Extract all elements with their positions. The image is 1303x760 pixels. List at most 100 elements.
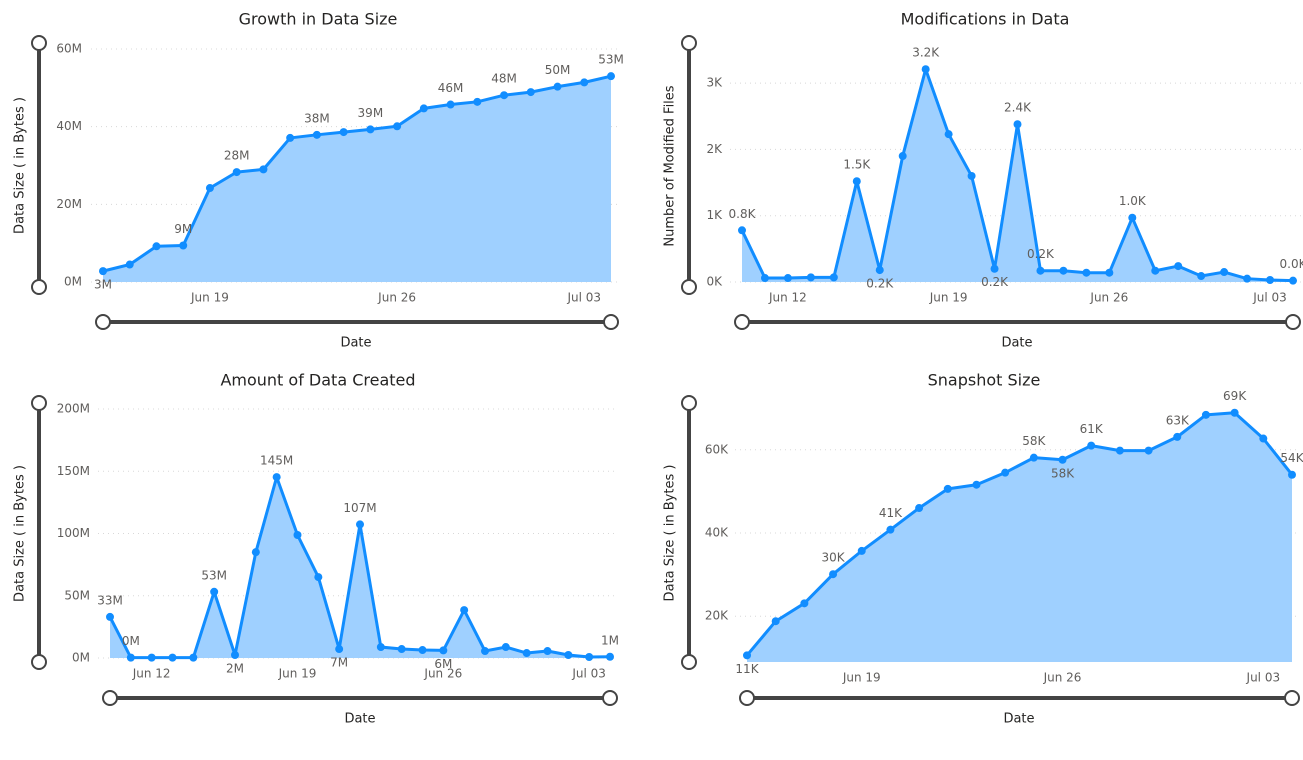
point xyxy=(829,570,838,579)
point xyxy=(312,130,321,139)
point xyxy=(806,273,815,282)
chart-title: Amount of Data Created xyxy=(220,371,415,390)
y-tick-label: 0K xyxy=(706,275,723,289)
slider-handle[interactable] xyxy=(31,654,47,670)
point xyxy=(1289,276,1297,285)
data-label: 0.0K xyxy=(1280,257,1303,271)
y-tick-label: 40M xyxy=(56,119,82,133)
y-tick-label: 60K xyxy=(705,442,729,456)
y-tick-label: 1K xyxy=(706,208,723,222)
x-tick-label: Jul 03 xyxy=(566,291,601,305)
data-label: 63K xyxy=(1166,413,1190,427)
slider-handle[interactable] xyxy=(95,314,111,330)
slider-handle[interactable] xyxy=(31,279,47,295)
point xyxy=(760,274,769,283)
point xyxy=(393,122,402,131)
point xyxy=(439,646,448,655)
x-tick-label: Jun 26 xyxy=(1089,291,1128,305)
point xyxy=(606,652,614,661)
slider-handle[interactable] xyxy=(1285,314,1301,330)
chart: Amount of Data Created Date Data Size ( in… xyxy=(13,371,620,727)
x-axis-title: Date xyxy=(1001,336,1032,351)
point xyxy=(314,573,323,582)
point xyxy=(397,645,406,654)
point xyxy=(1144,446,1153,455)
point xyxy=(376,643,385,652)
data-label: 39M xyxy=(358,106,384,120)
x-tick-label: Jun 26 xyxy=(423,667,462,681)
data-label: 61K xyxy=(1080,422,1104,436)
y-tick-label: 0M xyxy=(64,275,82,289)
slider-handle[interactable] xyxy=(1284,690,1300,706)
point xyxy=(553,82,562,91)
slider-handle[interactable] xyxy=(681,279,697,295)
point xyxy=(1230,408,1239,417)
data-label: 2.4K xyxy=(1004,101,1032,115)
line xyxy=(102,74,612,273)
chart-title: Growth in Data Size xyxy=(239,10,398,29)
slider-handle[interactable] xyxy=(681,395,697,411)
point xyxy=(944,130,953,139)
slider-handle[interactable] xyxy=(602,690,618,706)
y-axis-title: Number of Modified Files xyxy=(663,85,678,246)
point xyxy=(1201,410,1210,419)
point xyxy=(1058,455,1067,464)
y-tick-label: 60M xyxy=(56,42,82,56)
y-tick-label: 150M xyxy=(57,464,90,478)
y-tick-label: 2K xyxy=(706,142,723,156)
point xyxy=(232,168,241,177)
point xyxy=(1173,432,1182,441)
point xyxy=(126,653,135,662)
data-label: 3.2K xyxy=(912,46,940,60)
point xyxy=(293,530,302,539)
slider-handle[interactable] xyxy=(603,314,619,330)
x-axis-title: Date xyxy=(340,336,371,351)
point xyxy=(460,606,469,615)
area xyxy=(103,76,611,282)
point xyxy=(1151,266,1160,275)
point xyxy=(339,128,348,137)
chart-title: Snapshot Size xyxy=(928,371,1041,390)
point xyxy=(501,643,510,652)
slider-handle[interactable] xyxy=(681,35,697,51)
x-tick-label: Jun 19 xyxy=(190,291,229,305)
slider-handle[interactable] xyxy=(31,35,47,51)
sliders xyxy=(31,35,1301,706)
point xyxy=(743,651,751,660)
data-label: 7M xyxy=(330,656,348,670)
chart-title: Modifications in Data xyxy=(901,10,1070,29)
point xyxy=(1029,453,1038,462)
point xyxy=(585,653,594,662)
y-axis-title: Data Size ( in Bytes ) xyxy=(663,465,678,602)
point xyxy=(875,266,884,275)
data-label: 53M xyxy=(598,53,624,67)
data-label: 33M xyxy=(97,593,123,607)
data-label: 1.5K xyxy=(843,158,871,172)
x-axis-title: Date xyxy=(344,712,375,727)
point xyxy=(580,78,589,87)
y-tick-label: 50M xyxy=(64,588,90,602)
slider-handle[interactable] xyxy=(739,690,755,706)
point xyxy=(152,242,161,251)
point xyxy=(272,473,281,482)
chart: Snapshot Size Date Data Size ( in Bytes ) 2… xyxy=(663,371,1303,727)
point xyxy=(481,647,489,656)
slider-handle[interactable] xyxy=(31,395,47,411)
chart: Growth in Data Size Date Data Size ( in By… xyxy=(13,10,624,351)
slider-handle[interactable] xyxy=(734,314,750,330)
point xyxy=(857,546,866,555)
point xyxy=(210,587,219,596)
slider-handle[interactable] xyxy=(102,690,118,706)
area xyxy=(747,412,1292,662)
point xyxy=(286,133,295,142)
data-label: 0.8K xyxy=(729,207,757,221)
point xyxy=(1059,266,1068,275)
y-tick-label: 200M xyxy=(57,402,90,416)
data-label: 28M xyxy=(224,149,250,163)
data-label: 38M xyxy=(304,111,330,125)
point xyxy=(526,88,535,97)
x-tick-label: Jul 03 xyxy=(1246,671,1281,685)
x-tick-label: Jun 26 xyxy=(377,291,416,305)
slider-handle[interactable] xyxy=(681,654,697,670)
y-axis-title: Data Size ( in Bytes ) xyxy=(13,97,28,234)
